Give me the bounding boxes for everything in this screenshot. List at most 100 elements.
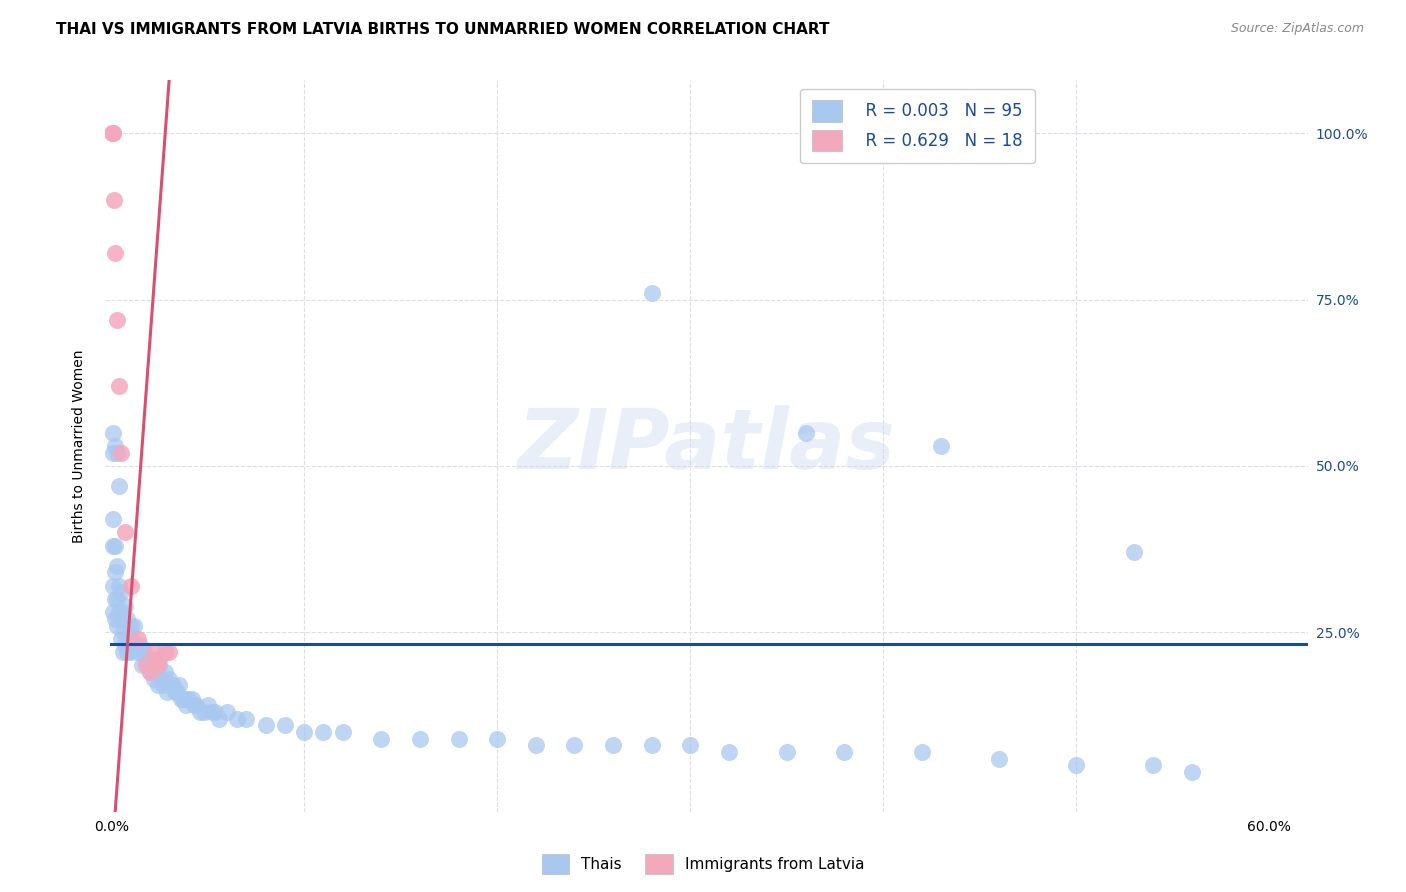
Point	[101, 539, 124, 553]
Point	[911, 745, 934, 759]
Point	[160, 678, 183, 692]
Point	[215, 705, 238, 719]
Point	[108, 605, 131, 619]
Point	[162, 678, 184, 692]
Point	[120, 579, 142, 593]
Point	[292, 725, 315, 739]
Point	[486, 731, 509, 746]
Point	[104, 566, 127, 580]
Point	[142, 672, 165, 686]
Point	[1122, 545, 1144, 559]
Point	[148, 658, 170, 673]
Point	[121, 632, 143, 646]
Y-axis label: Births to Unmarried Women: Births to Unmarried Women	[72, 350, 86, 542]
Point	[254, 718, 277, 732]
Point	[141, 652, 163, 666]
Point	[235, 712, 257, 726]
Point	[150, 672, 173, 686]
Point	[1064, 758, 1087, 772]
Point	[679, 738, 702, 752]
Point	[110, 612, 132, 626]
Point	[562, 738, 585, 752]
Point	[115, 612, 138, 626]
Point	[132, 645, 155, 659]
Point	[129, 639, 152, 653]
Point	[208, 712, 231, 726]
Point	[120, 618, 142, 632]
Point	[332, 725, 354, 739]
Point	[155, 665, 177, 679]
Point	[148, 652, 170, 666]
Point	[125, 639, 148, 653]
Point	[101, 127, 124, 141]
Point	[717, 745, 740, 759]
Point	[105, 558, 128, 573]
Point	[110, 632, 132, 646]
Point	[105, 445, 128, 459]
Point	[104, 591, 127, 606]
Point	[142, 658, 165, 673]
Point	[775, 745, 797, 759]
Point	[157, 645, 180, 659]
Point	[127, 632, 149, 646]
Point	[370, 731, 392, 746]
Point	[117, 625, 139, 640]
Point	[131, 658, 153, 673]
Point	[101, 127, 124, 141]
Point	[139, 665, 162, 679]
Point	[1142, 758, 1164, 772]
Point	[794, 425, 817, 440]
Point	[111, 625, 134, 640]
Point	[204, 705, 226, 719]
Point	[172, 691, 194, 706]
Point	[114, 599, 136, 613]
Point	[1181, 764, 1204, 779]
Point	[139, 665, 162, 679]
Point	[111, 645, 134, 659]
Point	[105, 618, 128, 632]
Point	[173, 691, 195, 706]
Point	[104, 246, 127, 260]
Point	[409, 731, 432, 746]
Point	[108, 479, 131, 493]
Point	[170, 691, 193, 706]
Point	[124, 618, 146, 632]
Point	[312, 725, 335, 739]
Point	[105, 312, 128, 326]
Point	[120, 645, 142, 659]
Point	[101, 445, 124, 459]
Point	[183, 698, 205, 713]
Point	[104, 612, 127, 626]
Point	[447, 731, 470, 746]
Text: Source: ZipAtlas.com: Source: ZipAtlas.com	[1230, 22, 1364, 36]
Point	[111, 605, 134, 619]
Point	[157, 672, 180, 686]
Point	[167, 678, 190, 692]
Point	[640, 738, 662, 752]
Point	[115, 645, 138, 659]
Point	[193, 705, 215, 719]
Point	[135, 652, 157, 666]
Point	[108, 379, 131, 393]
Point	[114, 525, 136, 540]
Point	[101, 425, 124, 440]
Point	[188, 705, 211, 719]
Point	[110, 585, 132, 599]
Point	[225, 712, 247, 726]
Point	[146, 658, 169, 673]
Point	[163, 685, 186, 699]
Point	[156, 685, 179, 699]
Point	[135, 658, 157, 673]
Point	[197, 698, 219, 713]
Text: ZIPatlas: ZIPatlas	[517, 406, 896, 486]
Point	[104, 439, 127, 453]
Point	[101, 605, 124, 619]
Point	[176, 698, 198, 713]
Point	[274, 718, 297, 732]
Point	[524, 738, 547, 752]
Point	[110, 445, 132, 459]
Point	[929, 439, 952, 453]
Point	[186, 698, 208, 713]
Point	[136, 658, 159, 673]
Point	[166, 685, 188, 699]
